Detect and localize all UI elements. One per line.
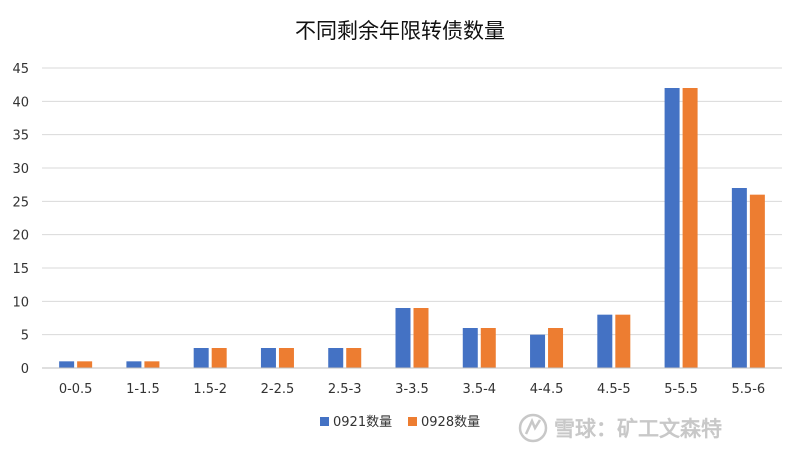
bar-series1-5-5.5 [664,88,680,368]
x-tick-label: 5-5.5 [664,382,698,397]
y-tick-label: 0 [21,362,29,377]
x-tick-label: 1.5-2 [193,382,227,397]
y-tick-label: 25 [12,195,29,210]
x-tick-label: 4.5-5 [597,382,631,397]
bar-series1-4.5-5 [597,314,613,368]
bar-series2-2-2.5 [278,348,294,368]
x-tick-label: 2.5-3 [328,382,362,397]
bar-series2-2.5-3 [346,348,362,368]
legend-label-2: 0928数量 [421,415,480,430]
y-axis-ticks: 0 5 10 15 20 25 30 35 40 45 [12,62,29,377]
bar-series2-0-0.5 [77,361,93,368]
x-tick-label: 2-2.5 [261,382,295,397]
bar-series2-5-5.5 [682,88,698,368]
x-tick-label: 0-0.5 [59,382,93,397]
bars [59,88,765,368]
legend-label-1: 0921数量 [333,415,392,430]
x-axis-ticks: 0-0.5 1-1.5 1.5-2 2-2.5 2.5-3 3-3.5 3.5-4 4-4.5… [59,382,765,397]
bar-series1-2.5-3 [328,348,344,368]
bar-series1-1.5-2 [193,348,209,368]
y-tick-label: 45 [12,62,29,77]
legend-swatch-1 [320,417,329,426]
snowball-logo-icon [518,413,548,443]
bar-series1-0-0.5 [59,361,75,368]
y-tick-label: 35 [12,129,29,144]
x-tick-label: 3-3.5 [395,382,429,397]
bar-series2-4-4.5 [548,328,564,368]
bar-series2-1.5-2 [211,348,227,368]
y-tick-label: 10 [12,295,29,310]
bar-series2-3-3.5 [413,308,429,368]
x-tick-label: 4-4.5 [530,382,564,397]
legend-swatch-2 [408,417,417,426]
bar-series1-2-2.5 [260,348,276,368]
x-tick-label: 5.5-6 [732,382,766,397]
watermark: 雪球：矿工文森特 [518,413,722,443]
bar-series2-1-1.5 [144,361,160,368]
x-tick-label: 1-1.5 [126,382,160,397]
bar-series1-3-3.5 [395,308,411,368]
y-tick-label: 40 [12,95,29,110]
y-tick-label: 30 [12,162,29,177]
chart-title: 不同剩余年限转债数量 [295,19,505,43]
bar-series1-5.5-6 [731,188,747,368]
legend: 0921数量 0928数量 [320,415,480,430]
bar-series1-3.5-4 [462,328,478,368]
y-tick-label: 20 [12,229,29,244]
y-tick-label: 15 [12,262,29,277]
bar-series1-4-4.5 [530,334,546,368]
y-tick-label: 5 [21,329,29,344]
x-tick-label: 3.5-4 [462,382,496,397]
bar-series2-3.5-4 [480,328,496,368]
gridlines [42,67,782,336]
bar-series2-5.5-6 [749,194,765,368]
bar-series2-4.5-5 [615,314,631,368]
watermark-text: 雪球：矿工文森特 [554,417,722,441]
bar-series1-1-1.5 [126,361,142,368]
